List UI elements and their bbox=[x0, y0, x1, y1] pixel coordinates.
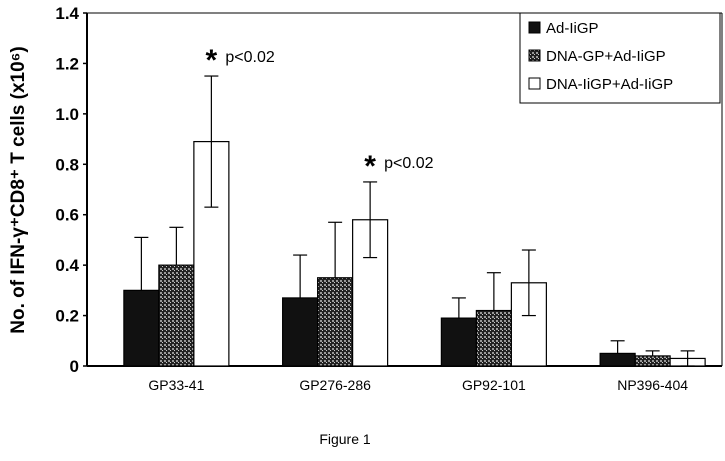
bar bbox=[475, 309, 512, 367]
p-value-label: p<0.02 bbox=[384, 155, 433, 172]
y-tick-label: 1.4 bbox=[55, 4, 79, 23]
significance-star: * bbox=[364, 150, 376, 183]
legend-swatch bbox=[528, 77, 541, 90]
legend-label: DNA-IiGP+Ad-IiGP bbox=[546, 76, 673, 93]
legend-swatch bbox=[528, 21, 541, 34]
x-tick-label: NP396-404 bbox=[617, 377, 688, 393]
y-tick-label: 0.2 bbox=[55, 307, 79, 326]
bar bbox=[599, 352, 636, 367]
legend-label: DNA-GP+Ad-IiGP bbox=[546, 48, 666, 65]
legend: Ad-IiGP DNA-GP+Ad-IiGP DNA-IiGP+Ad-IiGP bbox=[519, 12, 721, 104]
y-axis-label: No. of IFN-γ⁺CD8⁺ T cells (x10⁶) bbox=[8, 46, 29, 333]
bar bbox=[158, 264, 195, 367]
bar bbox=[193, 140, 230, 367]
bar bbox=[282, 297, 319, 367]
x-tick-label: GP276-286 bbox=[299, 377, 371, 393]
x-tick-label: GP33-41 bbox=[148, 377, 204, 393]
y-tick-label: 1.0 bbox=[55, 105, 79, 124]
y-tick-label: 0.6 bbox=[55, 206, 79, 225]
significance-star: * bbox=[206, 44, 218, 77]
bar bbox=[317, 277, 354, 367]
legend-box bbox=[519, 12, 721, 104]
p-value-label: p<0.02 bbox=[225, 49, 274, 66]
y-tick-label: 0.8 bbox=[55, 155, 79, 174]
y-tick-label: 1.2 bbox=[55, 54, 79, 73]
bar bbox=[440, 317, 477, 367]
x-tick-label: GP92-101 bbox=[462, 377, 526, 393]
bar bbox=[634, 355, 671, 367]
bar bbox=[123, 289, 160, 367]
y-tick-label: 0 bbox=[70, 357, 79, 376]
legend-label: Ad-IiGP bbox=[546, 20, 599, 37]
y-tick-label: 0.4 bbox=[55, 256, 79, 275]
legend-swatch bbox=[528, 49, 541, 62]
figure-caption: Figure 1 bbox=[319, 431, 371, 447]
